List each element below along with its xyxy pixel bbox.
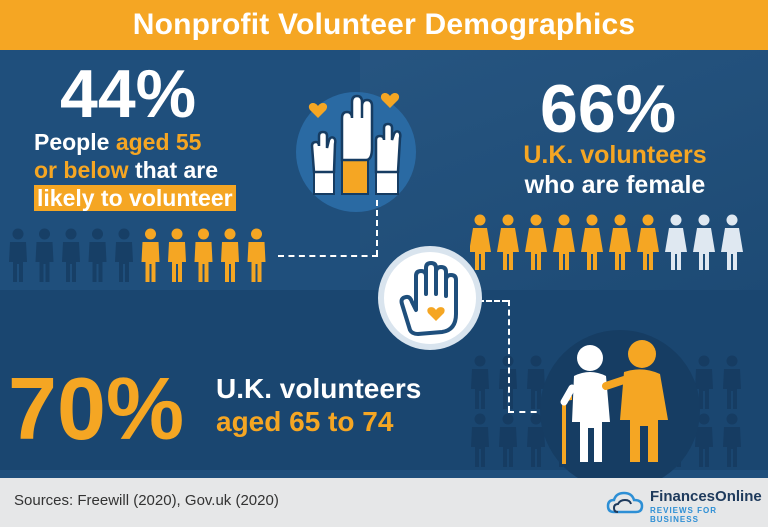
- stat-70-description: U.K. volunteers aged 65 to 74: [216, 372, 456, 438]
- stat-44-text-d: that are: [128, 157, 219, 183]
- elderly-couple-circle: [540, 330, 700, 490]
- stat-44-text-c: or below: [34, 157, 129, 183]
- heart-hand-icon: [399, 261, 458, 336]
- person-figure: [581, 214, 603, 270]
- brand-tagline: REVIEWS FOR BUSINESS: [650, 506, 718, 524]
- stat-70-line2: aged 65 to 74: [216, 406, 394, 437]
- person-figure: [247, 228, 266, 282]
- person-figure: [721, 214, 743, 270]
- connector-70-b: [508, 300, 510, 412]
- raised-hands-icon: [308, 93, 402, 195]
- person-figure: [470, 214, 491, 270]
- sources-text: Sources: Freewill (2020), Gov.uk (2020): [14, 492, 279, 509]
- stat-44-highlight: likely to volunteer: [34, 185, 236, 211]
- person-figure: [609, 214, 631, 270]
- crowd-figure: [723, 413, 741, 467]
- person-figure: [141, 228, 160, 282]
- person-figure: [9, 228, 27, 282]
- person-figure: [497, 214, 519, 270]
- crowd-figure: [527, 413, 545, 467]
- stat-44-text-b: aged 55: [115, 129, 202, 155]
- stat-70-number: 70%: [8, 359, 185, 458]
- person-figure: [525, 214, 547, 270]
- stat-66-line1: U.K. volunteers: [523, 141, 707, 169]
- person-figure: [62, 228, 80, 282]
- stat-66-description: U.K. volunteers who are female: [490, 140, 740, 200]
- person-figure: [88, 228, 107, 282]
- person-figure: [637, 214, 659, 270]
- person-figure: [35, 228, 54, 282]
- footer: Sources: Freewill (2020), Gov.uk (2020) …: [0, 478, 768, 527]
- person-figure: [221, 228, 239, 282]
- elderly-couple-icon: [560, 340, 668, 464]
- crowd-figure: [499, 413, 517, 467]
- person-figure: [194, 228, 213, 282]
- crowd-figure: [471, 413, 489, 467]
- people-row-44: [9, 228, 266, 282]
- crowd-figure: [471, 355, 489, 409]
- person-figure: [168, 228, 186, 282]
- page-title: Nonprofit Volunteer Demographics: [0, 0, 768, 50]
- brand-name: FinancesOnline: [650, 488, 762, 505]
- crowd-figure: [723, 355, 741, 409]
- person-figure: [693, 214, 715, 270]
- connector-44: [376, 200, 378, 256]
- stat-66-number: 66%: [540, 71, 677, 147]
- stat-44-description: People aged 55 or below that are likely …: [34, 128, 274, 212]
- connector-44-h: [278, 255, 378, 257]
- cloud-logo-icon: [606, 491, 644, 514]
- person-figure: [665, 214, 687, 270]
- person-figure: [553, 214, 575, 270]
- person-figure: [115, 228, 133, 282]
- stat-44-number: 44%: [60, 56, 197, 132]
- connector-70-c: [508, 411, 548, 413]
- connector-70-a: [478, 300, 508, 302]
- crowd-figure: [695, 355, 713, 409]
- crowd-figure: [695, 413, 713, 467]
- stat-66-line2: who are female: [524, 171, 706, 199]
- people-row-66: [470, 214, 743, 270]
- stat-70-line1: U.K. volunteers: [216, 373, 422, 404]
- brand-logo: FinancesOnline REVIEWS FOR BUSINESS: [606, 484, 766, 524]
- stat-44-text-a: People: [34, 129, 116, 155]
